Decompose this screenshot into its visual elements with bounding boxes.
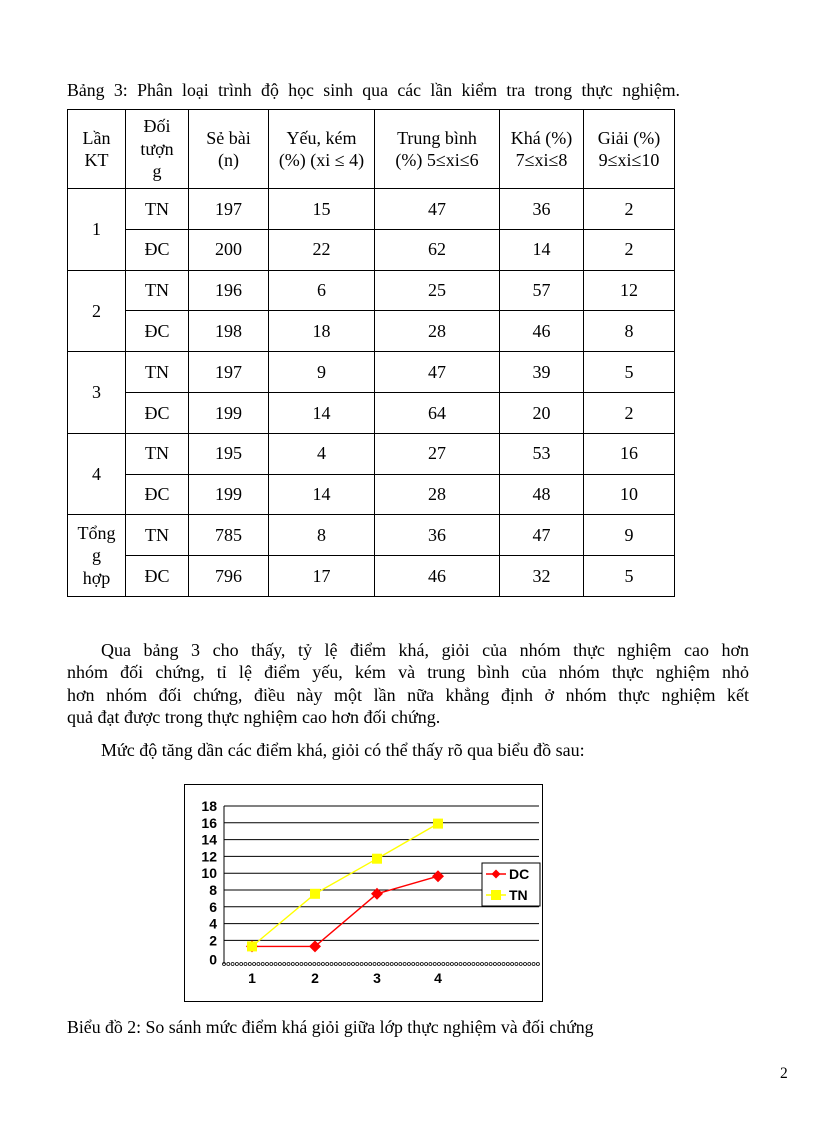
svg-text:10: 10 [201, 865, 217, 881]
svg-text:4: 4 [209, 916, 217, 932]
svg-text:16: 16 [201, 815, 217, 831]
svg-text:4: 4 [434, 970, 442, 986]
svg-text:2: 2 [209, 932, 217, 948]
svg-text:1: 1 [248, 970, 256, 986]
svg-text:0: 0 [209, 952, 217, 968]
svg-text:14: 14 [201, 832, 217, 848]
svg-text:18: 18 [201, 798, 217, 814]
svg-text:DC: DC [509, 866, 529, 882]
svg-text:6: 6 [209, 899, 217, 915]
svg-text:12: 12 [201, 848, 217, 864]
svg-text:2: 2 [311, 970, 319, 986]
svg-text:8: 8 [209, 882, 217, 898]
svg-text:TN: TN [509, 887, 528, 903]
svg-text:3: 3 [373, 970, 381, 986]
